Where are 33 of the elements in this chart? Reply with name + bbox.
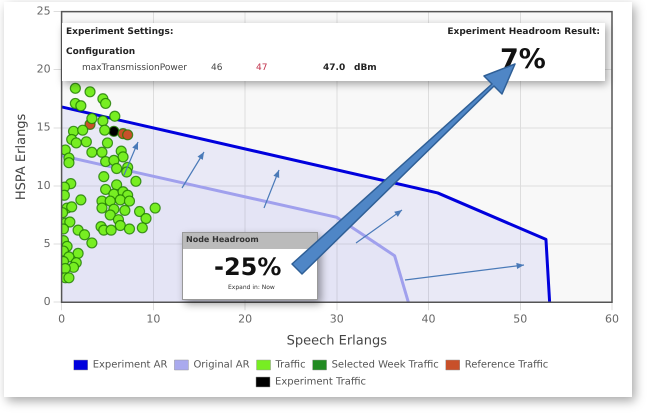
point [122,129,134,140]
y-tick-label: 5 [44,236,51,250]
y-tick-label: 15 [36,120,51,134]
y-axis-title: HSPA Erlangs [14,113,30,200]
x-tick-label: 20 [238,312,252,326]
legend-label: Experiment AR [92,360,168,371]
x-axis-title: Speech Erlangs [286,334,388,349]
x-tick-label: 60 [605,312,619,326]
annotation: maxTransmissionPower [82,63,187,73]
x-tick-label: 0 [58,312,66,326]
x-tick-label: 30 [330,312,344,326]
x-tick-label: 40 [422,312,436,326]
annotation: Experiment Headroom Result: [447,27,600,37]
annotation: Configuration [66,47,136,57]
y-tick-label: 20 [36,62,51,76]
x-tick-label: 10 [146,312,160,326]
annotation: Node Headroom [186,235,259,244]
annotation: 47 [256,63,268,73]
legend-label: Reference Traffic [464,360,548,371]
y-tick-label: 10 [36,178,51,192]
annotation: 47.0 [323,63,346,73]
y-tick-label: 25 [36,4,51,18]
x-tick-label: 50 [513,312,528,326]
annotation: 46 [211,63,222,73]
legend-label: Experiment Traffic [275,376,366,388]
annotation: -25% [214,253,282,281]
legend-label: Traffic [274,360,306,371]
y-tick-label: 0 [44,295,51,308]
annotation: Experiment Settings: [66,27,174,37]
annotation: 7% [500,44,546,75]
annotation: dBm [354,63,377,73]
legend-label: Original AR [193,360,250,371]
legend-label: Selected Week Traffic [332,360,439,371]
